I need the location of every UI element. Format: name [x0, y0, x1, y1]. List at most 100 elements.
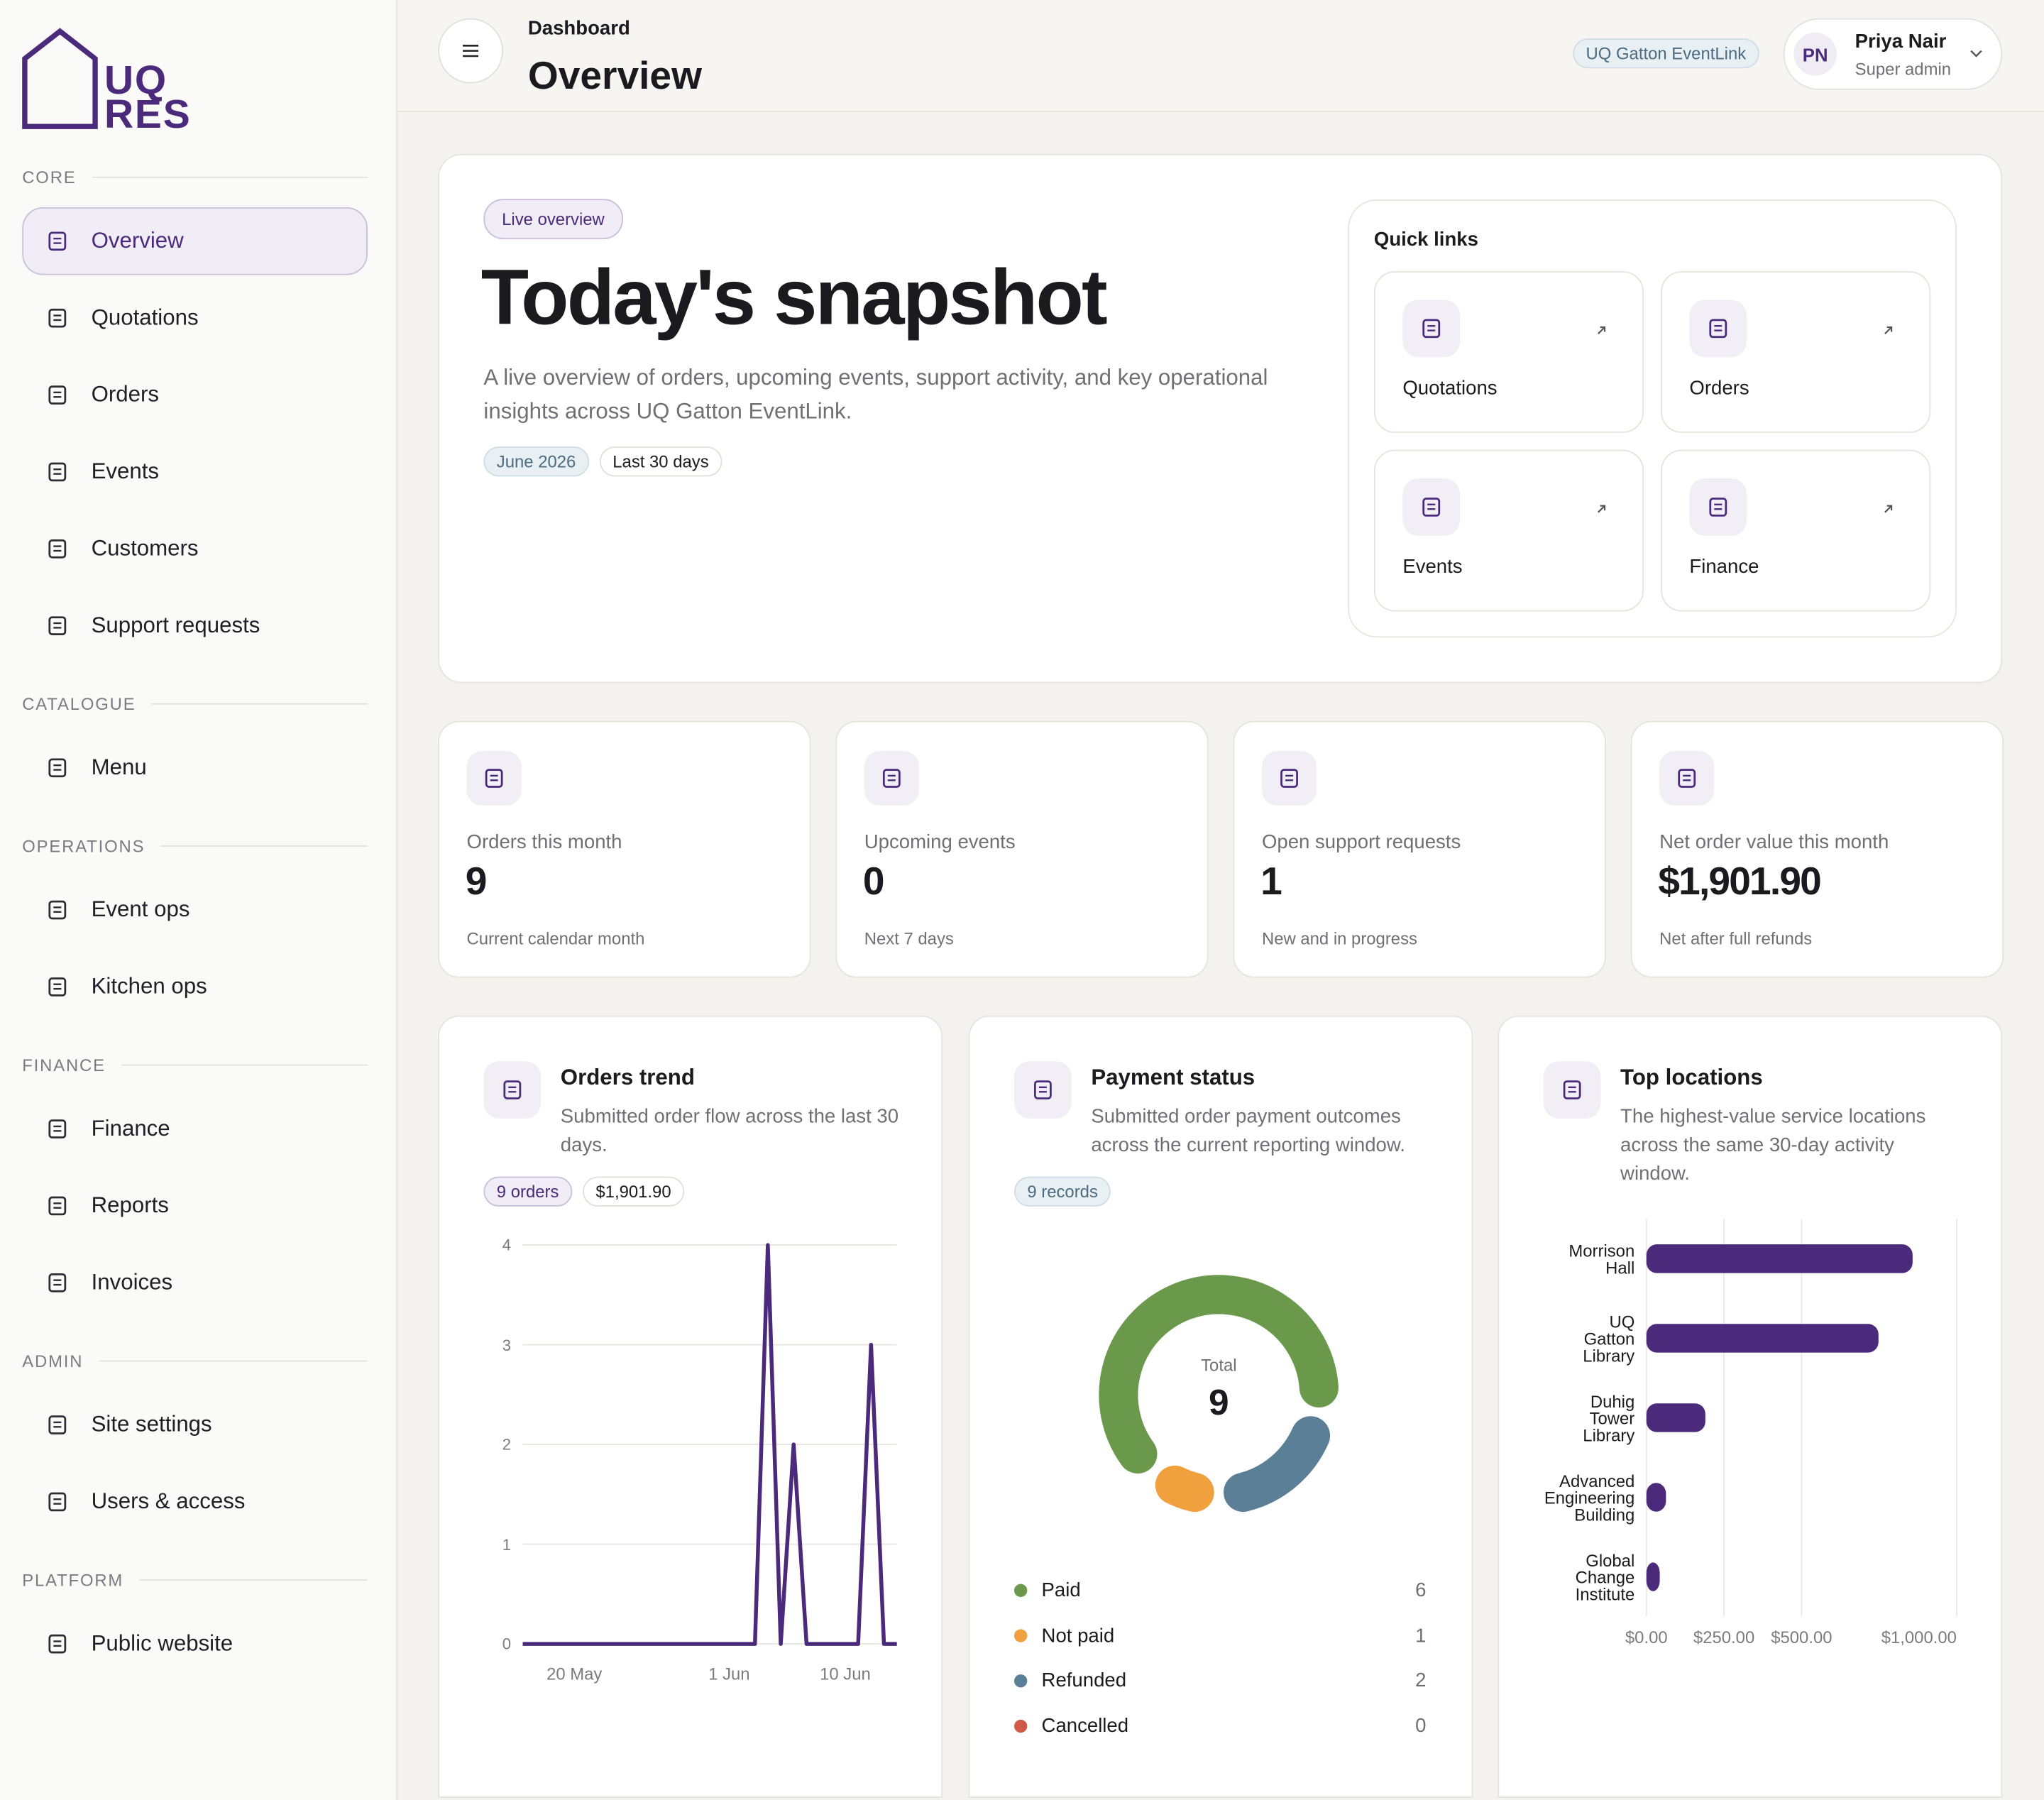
y-tick-label: 3 [502, 1335, 512, 1354]
icon [48, 462, 67, 482]
icon-box [1261, 750, 1317, 806]
chart-tag: $1,901.90 [583, 1176, 684, 1207]
legend-label: Cancelled [1041, 1715, 1129, 1738]
arrow-icon [1598, 326, 1606, 334]
donut-center-label: Total [1201, 1355, 1237, 1375]
stat-label: Open support requests [1261, 830, 1461, 854]
icon [1422, 498, 1441, 517]
stat-note: New and in progress [1261, 928, 1417, 949]
quick-links [1348, 199, 1957, 638]
x-tick-label: 20 May [546, 1664, 603, 1684]
icon [48, 539, 67, 559]
logo-text: UQ [104, 57, 168, 104]
icon [48, 616, 67, 635]
icon-box [1659, 750, 1715, 806]
nav-section-title: CORE [22, 168, 77, 187]
icon-box [1689, 300, 1747, 358]
breadcrumb: Dashboard [527, 17, 630, 40]
legend-dot [1013, 1674, 1028, 1688]
donut-center-value: 9 [1209, 1381, 1229, 1422]
user-name: Priya Nair [1855, 31, 1947, 53]
nav-section-title: CATALOGUE [22, 694, 136, 714]
legend-dot [1013, 1719, 1028, 1733]
chart-subtitle: Submitted order payment outcomes across … [1091, 1105, 1405, 1157]
stat-value: 1 [1260, 860, 1282, 904]
x-tick-label: $500.00 [1771, 1628, 1833, 1647]
icon-box [864, 750, 919, 806]
arrow-icon [1884, 505, 1893, 513]
nav-label: Events [91, 459, 160, 484]
nav-label: Orders [91, 382, 160, 407]
x-tick-label: $1,000.00 [1881, 1628, 1957, 1647]
legend-value: 6 [1415, 1579, 1427, 1602]
chevron [1970, 50, 1982, 57]
nav-section-title: PLATFORM [22, 1570, 124, 1590]
icon-box [1689, 478, 1747, 536]
avatar-initials: PN [1802, 43, 1828, 65]
y-tick-label: 4 [502, 1236, 512, 1254]
nav-label: Overview [91, 228, 184, 253]
hero-badge: Live overview [483, 199, 623, 240]
nav-label: Menu [91, 754, 147, 780]
chart-tag: 9 orders [483, 1176, 572, 1207]
legend-dot [1013, 1584, 1028, 1598]
legend-label: Not paid [1041, 1624, 1115, 1647]
site-pill: UQ Gatton EventLink [1573, 38, 1759, 69]
stat-value: 9 [465, 860, 488, 904]
chart-title: Orders trend [560, 1065, 695, 1090]
nav-label: Reports [91, 1192, 169, 1218]
nav-label: Customers [91, 535, 199, 561]
arrow-icon [1598, 505, 1606, 513]
quick-link-label: Quotations [1402, 377, 1498, 400]
icon [485, 769, 503, 788]
legend-label: Refunded [1041, 1669, 1127, 1692]
icon-box [1013, 1061, 1072, 1119]
nav-label: Support requests [91, 613, 260, 638]
y-tick-label: 2 [502, 1435, 512, 1454]
icon [1563, 1080, 1581, 1099]
icon [48, 977, 67, 997]
x-tick-label: 1 Jun [708, 1664, 750, 1684]
page-title: Overview [527, 55, 702, 98]
nav-item[interactable] [22, 207, 368, 275]
legend-value: 0 [1415, 1715, 1427, 1738]
nav-section-title: ADMIN [22, 1351, 84, 1371]
arrow-icon [1884, 326, 1893, 334]
icon [48, 1492, 67, 1512]
icon [48, 1196, 67, 1216]
stat-value: 0 [862, 860, 885, 904]
donut-segment [1099, 1275, 1339, 1474]
icon [48, 1415, 67, 1434]
donut-segment [1224, 1416, 1331, 1513]
icon [48, 1634, 67, 1654]
stat-label: Orders this month [466, 830, 622, 854]
icon [1678, 769, 1696, 788]
bar [1646, 1562, 1660, 1591]
legend-label: Paid [1041, 1579, 1081, 1602]
nav-label: Invoices [91, 1269, 173, 1295]
nav-section-title: FINANCE [22, 1055, 106, 1075]
user-role: Super admin [1855, 59, 1952, 79]
nav-label: Quotations [91, 304, 199, 330]
nav-label: Public website [91, 1630, 233, 1656]
stat-value: $1,901.90 [1658, 860, 1821, 904]
icon [48, 1273, 67, 1293]
y-tick-label: 0 [502, 1635, 512, 1653]
y-tick-label: Global Change Institute [1575, 1549, 1635, 1604]
chart-title: Top locations [1620, 1065, 1763, 1090]
legend-value: 2 [1415, 1669, 1427, 1692]
icon-box [1402, 300, 1461, 358]
x-tick-label: $0.00 [1625, 1628, 1668, 1647]
chart-subtitle: Submitted order flow across the last 30 … [560, 1105, 899, 1157]
icon [48, 900, 67, 920]
icon-box [1402, 478, 1461, 536]
nav-label: Finance [91, 1116, 170, 1141]
chart-card [438, 1015, 943, 1798]
avatar [1793, 32, 1837, 76]
sidebar [0, 0, 398, 1800]
icon [48, 758, 67, 778]
icon-box [483, 1061, 542, 1119]
